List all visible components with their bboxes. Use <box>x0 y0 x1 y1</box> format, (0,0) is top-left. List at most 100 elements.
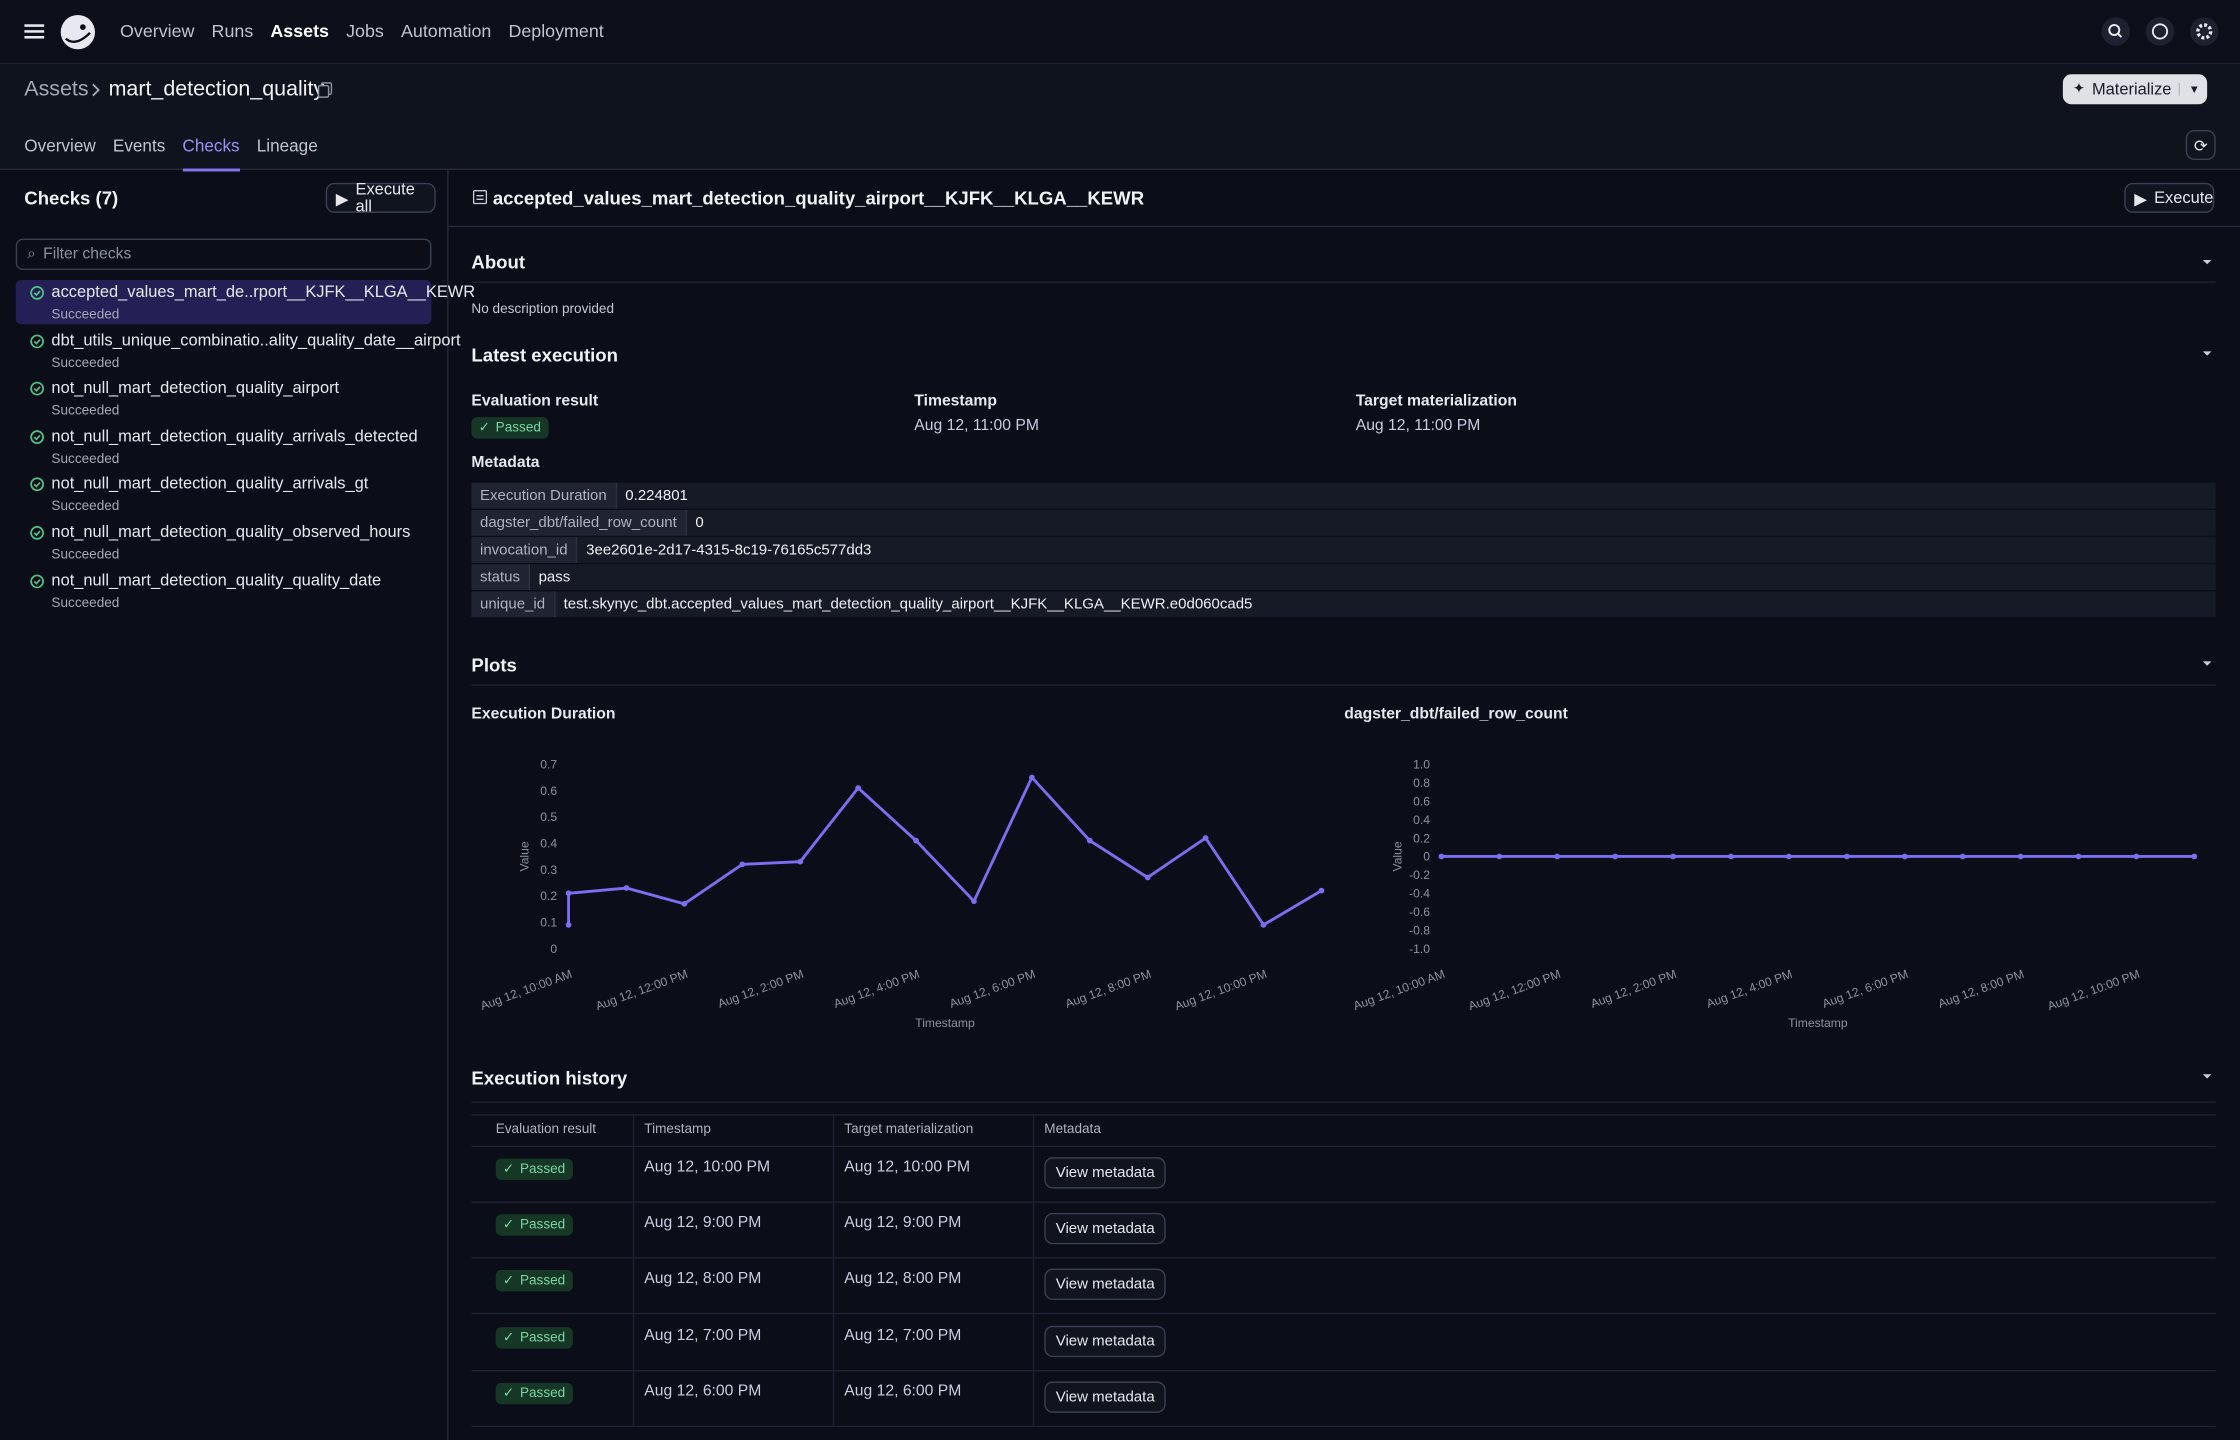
view-metadata-button[interactable]: View metadata <box>1044 1325 1167 1357</box>
data-point[interactable] <box>797 858 804 865</box>
timestamp-link[interactable]: Aug 12, 8:00 PM <box>644 1270 762 1288</box>
timestamp-link[interactable]: Aug 12, 8:00 PM <box>844 1270 962 1288</box>
data-point[interactable] <box>2017 853 2024 860</box>
data-point[interactable] <box>1318 887 1325 894</box>
check-item[interactable]: not_null_mart_detection_quality_observed… <box>16 520 432 564</box>
x-tick-label: Aug 12, 8:00 PM <box>1063 967 1153 1011</box>
refresh-button[interactable]: ⟳ <box>2185 129 2216 160</box>
dropdown-caret[interactable]: ▼ <box>2178 82 2200 96</box>
filter-input[interactable]: ⌕ Filter checks <box>15 238 432 270</box>
data-point[interactable] <box>565 890 572 897</box>
data-point[interactable] <box>2133 853 2140 860</box>
execute-button[interactable]: ▶ Execute <box>2124 182 2215 213</box>
status-icon <box>30 429 44 444</box>
view-metadata-button[interactable]: View metadata <box>1044 1157 1167 1189</box>
tab[interactable]: Overview <box>24 135 96 156</box>
nav-link[interactable]: Deployment <box>508 21 604 42</box>
nav-icons[interactable] <box>2101 17 2219 46</box>
timestamp-link[interactable]: Aug 12, 6:00 PM <box>644 1382 762 1400</box>
data-point[interactable] <box>1901 853 1908 860</box>
chart: 0 0.1 0.2 0.3 0.4 0.5 0.6 0.7 Aug 12, 10:00 AM Au… <box>479 758 1325 1030</box>
collapse-caret[interactable] <box>2201 1071 2212 1082</box>
data-point[interactable] <box>1612 853 1619 860</box>
logo[interactable] <box>59 13 98 52</box>
section-heading[interactable]: Latest execution <box>471 344 618 366</box>
data-point[interactable] <box>681 900 688 907</box>
cell <box>833 1369 1035 1426</box>
nav-link[interactable]: Jobs <box>346 21 384 42</box>
data-point[interactable] <box>1959 853 1966 860</box>
data-point[interactable] <box>1786 853 1792 860</box>
data-point[interactable] <box>1728 853 1734 860</box>
check-icon: ✓ <box>502 1329 515 1346</box>
section-heading[interactable]: Plots <box>471 654 517 676</box>
breadcrumb-chevron <box>92 83 100 97</box>
data-point[interactable] <box>1554 853 1561 860</box>
data-point[interactable] <box>1670 853 1676 860</box>
timestamp-link[interactable]: Aug 12, 11:00 PM <box>914 417 1039 435</box>
data-point[interactable] <box>739 861 746 868</box>
data-point[interactable] <box>1202 835 1209 841</box>
cell <box>1033 1202 2216 1258</box>
check-item[interactable]: not_null_mart_detection_quality_arrivals… <box>16 424 432 468</box>
tab[interactable]: Events <box>112 135 166 156</box>
timestamp-link[interactable]: Aug 12, 7:00 PM <box>844 1326 962 1344</box>
data-point[interactable] <box>2075 853 2082 860</box>
x-tick-label: Aug 12, 2:00 PM <box>716 967 806 1011</box>
check-item[interactable]: not_null_mart_detection_quality_quality_… <box>16 568 432 612</box>
icon-tick <box>33 338 41 345</box>
tabs: Overview Events Checks Lineage <box>24 135 318 172</box>
timestamp-link[interactable]: Aug 12, 10:00 PM <box>844 1158 971 1176</box>
section-heading[interactable]: About <box>471 251 526 273</box>
top-nav: Overview Runs Assets Jobs Automation Deployme… <box>0 0 2240 65</box>
data-point[interactable] <box>971 898 977 905</box>
collapse-carets[interactable] <box>2201 254 2212 825</box>
history-header: Evaluation result Timestamp Target materia… <box>471 1114 2216 1148</box>
nav-link[interactable]: Automation <box>400 21 492 42</box>
check-icon: ✓ <box>502 1217 515 1234</box>
execute-all-button[interactable]: ▶ Execute all <box>325 181 436 215</box>
section-heading[interactable]: Execution history <box>471 1067 628 1089</box>
view-metadata-button[interactable]: View metadata <box>1044 1381 1167 1413</box>
timestamp-link[interactable]: Aug 12, 11:00 PM <box>1355 417 1481 435</box>
nav-link[interactable]: Overview <box>119 21 195 42</box>
timestamp-link[interactable]: Aug 12, 10:00 PM <box>644 1158 771 1176</box>
timestamp-link[interactable]: Aug 12, 7:00 PM <box>644 1326 762 1344</box>
check-item[interactable]: not_null_mart_detection_quality_arrivals… <box>16 472 432 516</box>
timestamp-link[interactable]: Aug 12, 9:00 PM <box>644 1214 762 1232</box>
data-point[interactable] <box>565 922 572 928</box>
check-item[interactable]: not_null_mart_detection_quality_airport S… <box>16 376 432 420</box>
breadcrumb-root[interactable]: Assets <box>24 77 89 102</box>
y-tick-label: 0.7 <box>540 758 557 772</box>
view-metadata-button[interactable]: View metadata <box>1044 1213 1167 1245</box>
tab[interactable]: Lineage <box>256 135 318 156</box>
nav-link[interactable]: Assets <box>270 21 329 42</box>
data-point[interactable] <box>1843 853 1850 860</box>
timestamp-link[interactable]: Aug 12, 9:00 PM <box>844 1214 962 1232</box>
chart-title: dagster_dbt/failed_row_count <box>1344 705 1568 723</box>
data-point[interactable] <box>855 785 861 791</box>
cell <box>833 1257 1035 1314</box>
data-point[interactable] <box>623 885 630 891</box>
check-status: Succeeded <box>51 307 120 323</box>
materialize-button[interactable]: ✦ Materialize ▼ <box>2062 74 2208 105</box>
copy-icon[interactable] <box>317 81 333 98</box>
data-point[interactable] <box>1029 774 1035 781</box>
data-point[interactable] <box>1496 853 1503 860</box>
data-point[interactable] <box>1438 853 1445 860</box>
metadata-key: dagster_dbt/failed_row_count <box>471 509 687 536</box>
timestamp-link[interactable]: Aug 12, 6:00 PM <box>844 1382 962 1400</box>
data-point[interactable] <box>1144 874 1151 881</box>
check-item[interactable]: dbt_utils_unique_combinatio..ality_quali… <box>16 328 461 372</box>
history-row: ✓ Passed Aug 12, 6:00 PM Aug 12, 6:00 PM Vie… <box>471 1369 2216 1427</box>
nav-link[interactable]: Runs <box>211 21 254 42</box>
check-item[interactable]: accepted_values_mart_de..rport__KJFK__KL… <box>15 279 475 325</box>
data-point[interactable] <box>1086 837 1093 844</box>
view-metadata-button[interactable]: View metadata <box>1044 1269 1167 1301</box>
menu-icon[interactable] <box>24 21 45 41</box>
data-point[interactable] <box>913 837 919 844</box>
data-point[interactable] <box>1260 922 1267 928</box>
cell <box>1033 1258 2216 1314</box>
tab[interactable]: Checks <box>182 136 240 172</box>
data-point[interactable] <box>2191 853 2198 860</box>
